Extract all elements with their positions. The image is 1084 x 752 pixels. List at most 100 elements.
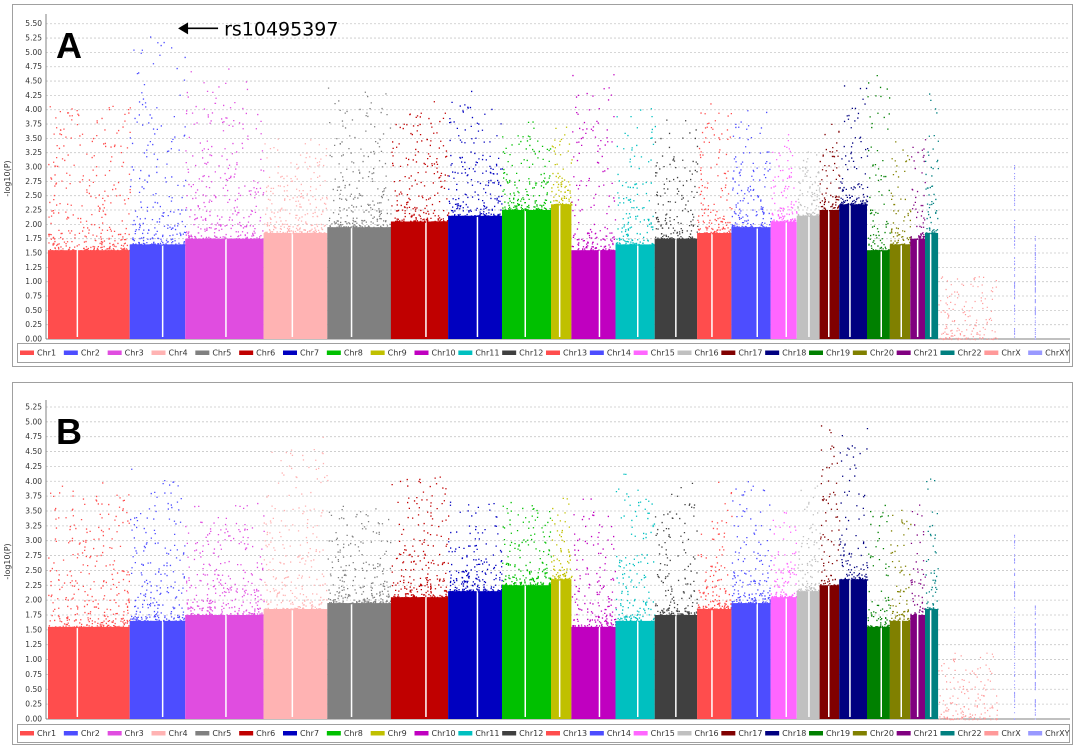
legend-label: Chr5 — [212, 349, 231, 358]
legend-swatch — [20, 731, 34, 736]
legend-label: Chr1 — [37, 729, 56, 738]
dense-band — [448, 591, 502, 719]
dense-band — [185, 238, 264, 339]
legend-swatch — [984, 350, 999, 355]
legend-item-chr21: Chr21 — [896, 729, 938, 738]
legend-item-chr10: Chr10 — [414, 729, 456, 738]
legend: Chr1 Chr2 Chr3 Chr4 Chr5 Chr6 Chr7 Chr8 Chr9 Chr1… — [17, 343, 1070, 363]
scatter-points — [819, 123, 841, 212]
legend-item-chrxy: ChrXY — [1028, 349, 1070, 358]
centromere-gap — [558, 543, 561, 717]
legend-item-chr5: Chr5 — [195, 729, 231, 738]
manhattan-plot-a-svg: 0.00 0.25 0.50 0.75 1.00 1.25 1.50 1.75 2.00 2.25… — [3, 4, 1073, 367]
dense-band — [502, 210, 551, 339]
dense-band — [263, 609, 328, 719]
dense-band — [770, 597, 797, 719]
scatter-points — [448, 90, 503, 218]
scatter-points — [697, 481, 733, 611]
y-tick-label: 1.00 — [25, 277, 42, 286]
chromosome-points-chr9 — [551, 126, 573, 339]
dense-band — [867, 626, 890, 719]
legend-label: Chr9 — [388, 729, 407, 738]
y-tick-label: 4.00 — [25, 105, 42, 114]
legend-swatch — [940, 731, 955, 736]
y-tick-label: 2.25 — [25, 581, 42, 590]
scatter-points — [391, 101, 450, 223]
scatter-points — [839, 85, 869, 206]
legend-item-chr2: Chr2 — [63, 349, 100, 358]
chromosome-points-chr5 — [327, 505, 392, 719]
legend-item-chr11: Chr11 — [458, 349, 499, 358]
scatter-points — [910, 504, 926, 617]
centromere-gap — [929, 573, 932, 717]
centromere-gap — [291, 573, 294, 717]
legend-label: Chr11 — [475, 349, 499, 358]
dense-band — [551, 579, 572, 719]
legend-swatch — [63, 350, 78, 355]
y-tick-label: 3.25 — [25, 148, 42, 157]
centromere-gap — [711, 573, 713, 717]
centromere-gap — [880, 591, 882, 717]
dense-band — [731, 603, 771, 719]
legend-swatch — [458, 731, 473, 736]
legend-label: Chr19 — [826, 729, 850, 738]
chromosome-points-chr20 — [889, 141, 912, 339]
legend-item-chr7: Chr7 — [283, 729, 319, 738]
y-tick-label: 4.50 — [25, 447, 42, 456]
scatter-points — [264, 138, 328, 235]
chromosome-points-chr18 — [839, 428, 869, 719]
y-tick-label: 0.50 — [25, 306, 42, 315]
centromere-gap — [558, 169, 561, 337]
y-tick-label: 1.25 — [25, 263, 42, 272]
y-tick-label: 2.00 — [25, 220, 42, 229]
legend-label: Chr16 — [695, 729, 719, 738]
manhattan-plot-b: 0.00 0.25 0.50 0.75 1.00 1.25 1.50 1.75 2.00 2.25… — [0, 376, 1084, 747]
legend-label: Chr20 — [870, 349, 894, 358]
y-tick-label: 3.00 — [25, 163, 42, 172]
chromosome-points-chr13 — [697, 103, 733, 339]
centromere-gap — [828, 175, 830, 337]
legend-box — [17, 724, 1070, 743]
legend-item-chr11: Chr11 — [458, 729, 499, 738]
legend-item-chr22: Chr22 — [940, 729, 982, 738]
snp-annotation: rs10495397 — [178, 18, 338, 40]
chromosome-points-chr7 — [448, 501, 503, 719]
dense-band — [448, 215, 502, 339]
y-tick-label: 5.25 — [25, 34, 42, 43]
legend-swatch — [20, 350, 34, 355]
centromere-gap — [756, 567, 758, 717]
chromosome-points-chr18 — [839, 85, 869, 339]
centromere-gap — [524, 549, 526, 717]
centromere-gap — [76, 591, 79, 717]
dense-band — [48, 250, 130, 339]
y-tick-label: 3.50 — [25, 506, 42, 515]
legend-item-chr21: Chr21 — [896, 349, 938, 358]
chromosome-points-chr1 — [48, 105, 131, 339]
y-tick-label: 4.25 — [25, 91, 42, 100]
legend-label: Chr4 — [169, 349, 188, 358]
chromosome-points-chr1 — [48, 482, 131, 719]
legend-item-chr8: Chr8 — [326, 729, 363, 738]
legend-item-chr19: Chr19 — [809, 349, 850, 358]
legend-swatch — [721, 350, 736, 355]
dense-band — [390, 221, 449, 339]
chromosome-points-chr22 — [925, 478, 939, 719]
legend-swatch — [239, 350, 254, 355]
legend-item-chrxy: ChrXY — [1028, 729, 1070, 738]
centromere-gap — [637, 210, 639, 337]
centromere-gap — [350, 567, 353, 717]
legend-item-chr1: Chr1 — [20, 729, 56, 738]
legend-swatch — [414, 731, 429, 736]
legend-label: ChrX — [1001, 729, 1021, 738]
legend-swatch — [195, 350, 210, 355]
legend: Chr1 Chr2 Chr3 Chr4 Chr5 Chr6 Chr7 Chr8 Chr9 Chr1… — [17, 724, 1070, 743]
chromosome-points-chr21 — [910, 139, 927, 339]
dense-band — [129, 244, 186, 339]
centromere-gap — [598, 591, 601, 717]
legend-swatch — [677, 350, 692, 355]
legend-label: Chr7 — [300, 349, 319, 358]
y-tick-label: 1.75 — [25, 234, 42, 243]
dense-band — [889, 620, 911, 719]
annotation-arrowhead — [178, 22, 189, 35]
legend-swatch — [1028, 731, 1043, 736]
